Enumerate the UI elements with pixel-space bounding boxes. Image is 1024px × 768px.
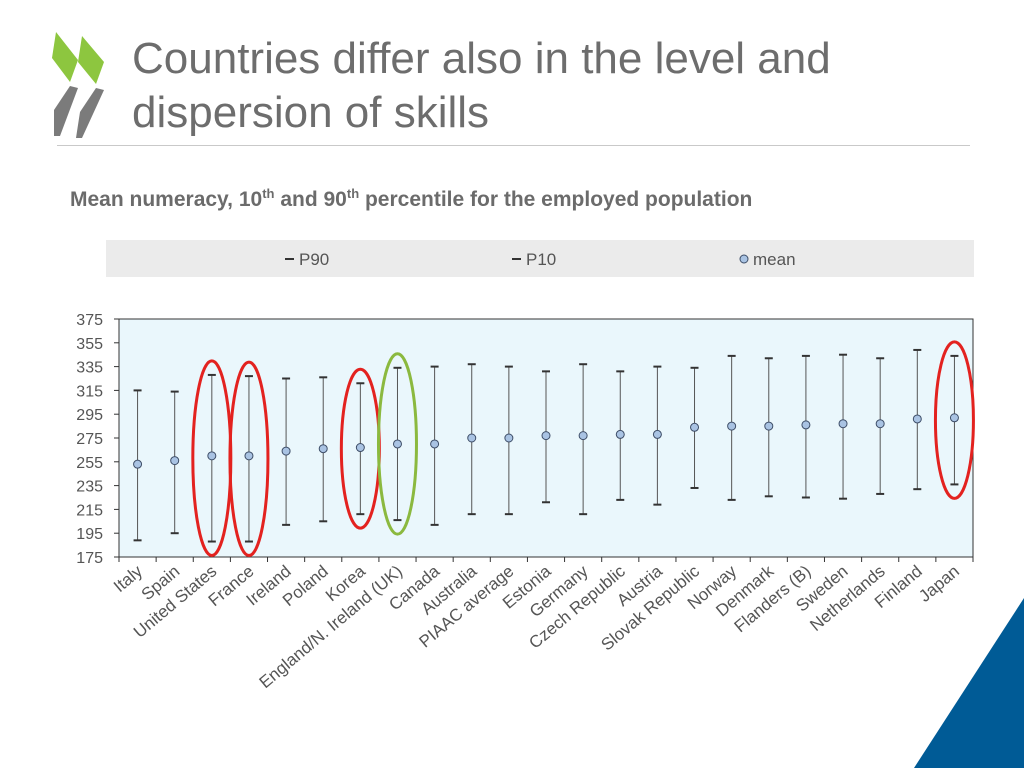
logo-chevron-gray-left	[54, 86, 78, 136]
mean-point	[652, 429, 662, 439]
mean-point	[392, 439, 402, 449]
highlight-ellipse	[228, 360, 270, 558]
mean-point	[578, 431, 588, 441]
mean-point	[244, 451, 254, 461]
mean-point	[801, 420, 811, 430]
mean-point	[727, 421, 737, 431]
legend-box	[106, 240, 974, 277]
y-tick-label: 255	[76, 455, 103, 472]
mean-point	[912, 414, 922, 424]
mean-point	[615, 429, 625, 439]
subtitle-part-2: and 90	[274, 188, 347, 211]
subtitle-sup-2: th	[346, 186, 360, 201]
y-tick-label: 355	[76, 336, 103, 353]
mean-point	[541, 431, 551, 441]
mean-point	[875, 419, 885, 429]
y-tick-label: 175	[76, 550, 103, 567]
subtitle-part-1: Mean numeracy, 10	[70, 188, 263, 211]
logo-chevron-green-right	[78, 36, 104, 84]
mean-point	[467, 433, 477, 443]
mean-point	[690, 422, 700, 432]
slide-title: Countries differ also in the level and d…	[132, 34, 831, 137]
mean-point	[207, 451, 217, 461]
y-tick-label: 315	[76, 383, 103, 400]
corner-decoration	[914, 598, 1024, 768]
subtitle-part-3: percentile for the employed population	[359, 188, 753, 211]
legend-mean-swatch	[739, 254, 749, 264]
chart-marks	[133, 348, 959, 543]
y-tick-label: 375	[76, 312, 103, 329]
y-tick-label: 195	[76, 526, 103, 543]
y-tick-label: 235	[76, 479, 103, 496]
y-tick-label: 335	[76, 360, 103, 377]
y-tick-label: 275	[76, 431, 103, 448]
title-divider	[57, 145, 970, 146]
mean-point	[318, 444, 328, 454]
y-tick-label: 295	[76, 407, 103, 424]
logo-chevron-green-left	[52, 32, 78, 82]
y-axis: 375 355 335 315 295 275 255 235 215 195 175	[76, 312, 119, 567]
legend: P90 P10 mean	[285, 250, 796, 269]
logo-chevron-gray-right	[76, 88, 104, 138]
mean-point	[133, 459, 143, 469]
legend-p10-label: P10	[526, 250, 556, 269]
legend-p90-label: P90	[299, 250, 329, 269]
corner-blue-triangle	[914, 598, 1024, 768]
highlight-ellipse	[933, 340, 975, 500]
mean-point	[281, 446, 291, 456]
highlight-ellipse	[376, 352, 418, 536]
subtitle-sup-1: th	[262, 186, 275, 201]
mean-point	[355, 443, 365, 453]
legend-mean-label: mean	[753, 250, 796, 269]
mean-point	[430, 439, 440, 449]
chart-subtitle: Mean numeracy, 10th and 90th percentile …	[70, 186, 752, 212]
mean-point	[838, 419, 848, 429]
y-tick-label: 215	[76, 502, 103, 519]
mean-point	[170, 456, 180, 466]
highlight-ellipses	[191, 340, 975, 558]
mean-point	[949, 413, 959, 423]
mean-point	[764, 421, 774, 431]
mean-point	[504, 433, 514, 443]
oecd-logo	[52, 32, 104, 138]
